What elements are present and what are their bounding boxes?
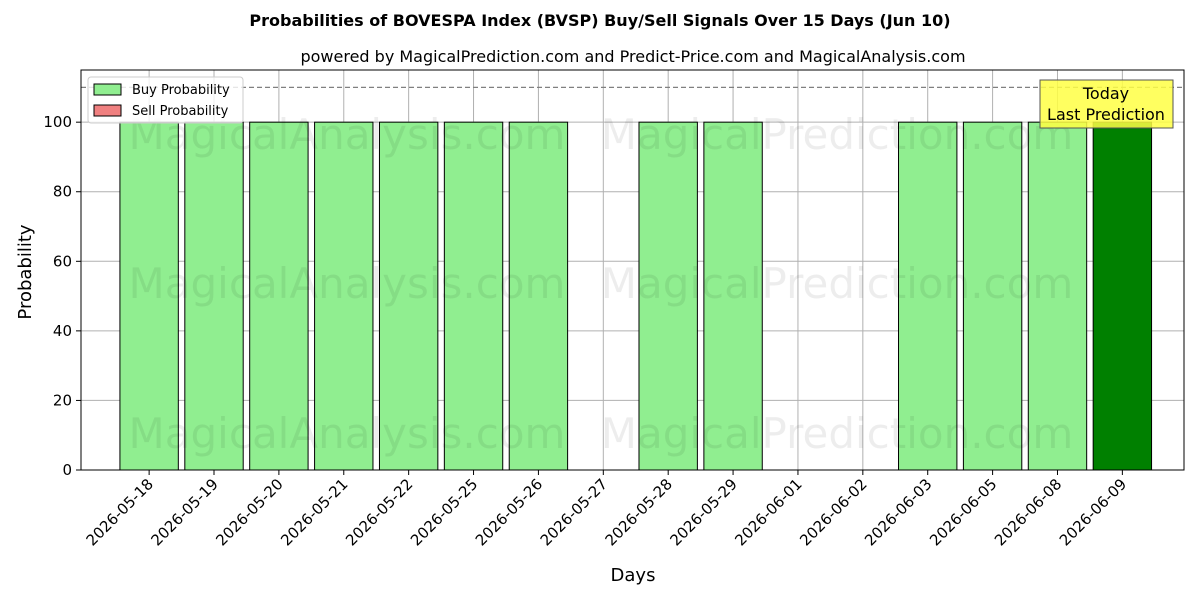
- bar-buy-2026-05-26: [508, 121, 569, 471]
- legend-label-sell: Sell Probability: [132, 104, 229, 119]
- bar-buy-2026-05-21: [314, 121, 374, 471]
- legend-swatch-buy: [93, 83, 122, 96]
- bar-buy-2026-05-29: [703, 121, 763, 471]
- y-tick-label: 0: [62, 461, 72, 479]
- today-annotation: Today Last Prediction: [1039, 79, 1174, 129]
- y-tick-label: 40: [53, 322, 72, 340]
- y-axis-label: Probability: [15, 224, 36, 319]
- watermark-text: MagicalPrediction.com: [601, 259, 1074, 308]
- y-tick-label: 20: [53, 391, 72, 409]
- bar-buy-2026-05-25: [443, 121, 504, 471]
- chart-title: Probabilities of BOVESPA Index (BVSP) Bu…: [249, 11, 950, 30]
- legend-box: [87, 76, 244, 124]
- watermark-text: MagicalPrediction.com: [601, 409, 1074, 458]
- plot-frame: [80, 69, 1185, 471]
- bars: [119, 121, 1153, 471]
- bar-buy-2026-06-09: [1092, 121, 1153, 471]
- bar-buy-2026-05-22: [378, 121, 439, 471]
- y-tick-label: 100: [43, 113, 72, 131]
- legend-label-buy: Buy Probability: [132, 83, 230, 98]
- bar-buy-2026-06-05: [962, 121, 1023, 471]
- y-tick-label: 60: [53, 252, 72, 270]
- y-tick-label: 80: [53, 183, 72, 201]
- watermark-text: MagicalAnalysis.com: [129, 409, 566, 458]
- annotation-box: [1039, 79, 1174, 129]
- watermarks: MagicalAnalysis.com MagicalPrediction.com…: [129, 110, 1074, 458]
- watermark-text: MagicalPrediction.com: [601, 110, 1074, 159]
- legend: Buy Probability Sell Probability: [87, 76, 244, 124]
- x-axis-label: Days: [611, 565, 656, 586]
- bar-buy-2026-05-28: [638, 121, 698, 471]
- annotation-line-last-prediction: Last Prediction: [1047, 105, 1165, 124]
- annotation-line-today: Today: [1082, 84, 1129, 103]
- legend-swatch-sell: [93, 104, 122, 117]
- watermark-text: MagicalAnalysis.com: [129, 259, 566, 308]
- chart-subtitle: powered by MagicalPrediction.com and Pre…: [300, 47, 965, 66]
